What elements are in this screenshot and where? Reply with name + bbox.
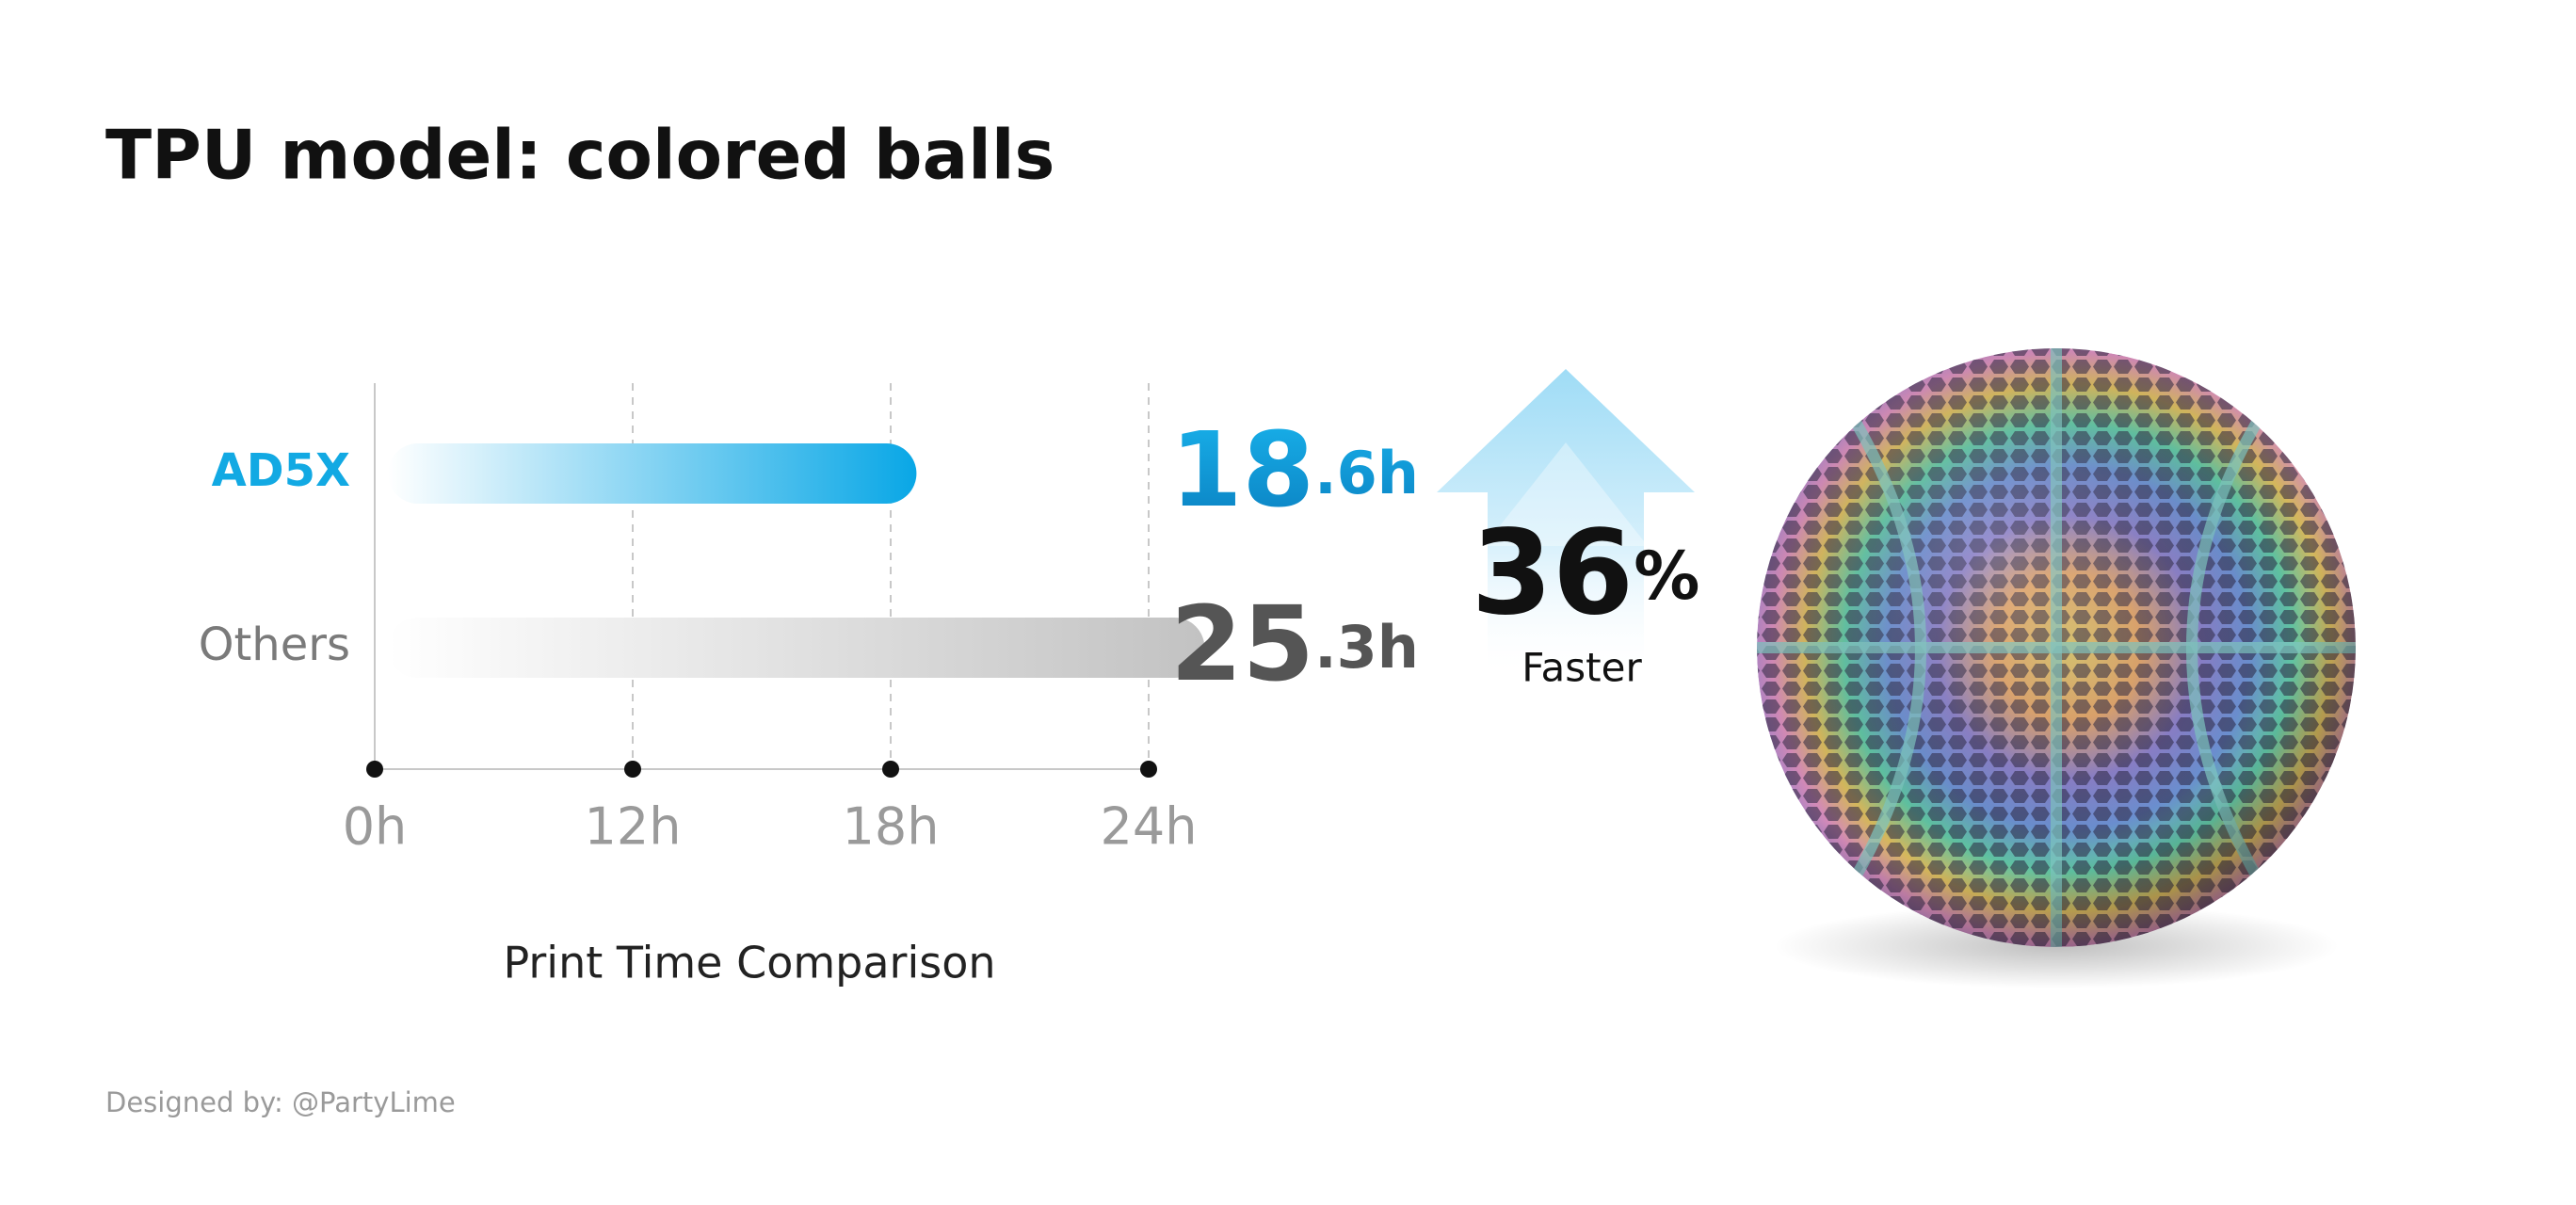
plot-area: 0h 12h 18h 24h Print Time Comparison AD5X 18.6…: [199, 383, 1419, 988]
category-label: AD5X: [212, 444, 350, 497]
arrow-highlight: [1484, 442, 1648, 546]
annotation: 36%: [1472, 506, 1700, 641]
annotation-label: Faster: [1521, 645, 1642, 691]
category-label: Others: [199, 619, 350, 671]
footer: Designed by: @PartyLime: [105, 1086, 456, 1118]
tick-mark: [1140, 761, 1157, 778]
value-label: 18.6h: [1170, 410, 1419, 530]
x-tick-label: 18h: [843, 797, 940, 857]
x-tick-label: 12h: [585, 797, 682, 857]
bar: [388, 618, 1205, 678]
tick-mark: [624, 761, 641, 778]
x-tick-label: 24h: [1101, 797, 1198, 857]
bar: [388, 443, 917, 504]
value-label: 25.3h: [1170, 584, 1419, 704]
x-tick-label: 0h: [343, 797, 408, 857]
chart-title: TPU model: colored balls: [105, 116, 1055, 195]
ball-image: [1757, 348, 2356, 947]
tick-mark: [366, 761, 383, 778]
tick-mark: [882, 761, 899, 778]
x-axis-label: Print Time Comparison: [503, 938, 995, 988]
arrow-icon: [1437, 369, 1695, 678]
